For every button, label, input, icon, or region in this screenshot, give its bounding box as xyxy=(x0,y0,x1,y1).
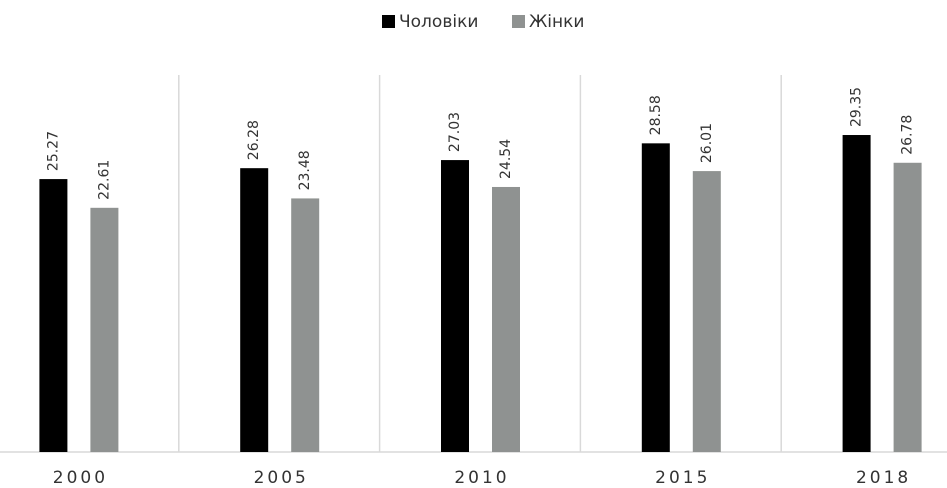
x-tick-label: 2005 xyxy=(254,468,309,488)
data-label: 24.54 xyxy=(498,139,514,179)
bar xyxy=(240,168,269,452)
data-label: 23.48 xyxy=(297,150,313,190)
bar xyxy=(291,198,320,452)
x-tick-label: 2010 xyxy=(454,468,509,488)
legend-swatch xyxy=(512,15,525,28)
x-tick-label: 2018 xyxy=(856,468,911,488)
data-label: 26.28 xyxy=(246,120,262,160)
bar xyxy=(441,160,469,453)
bar xyxy=(893,162,922,452)
x-tick-label: 2015 xyxy=(655,468,710,488)
bar xyxy=(692,171,721,453)
bar xyxy=(492,186,520,452)
bar xyxy=(641,143,670,452)
bar xyxy=(39,179,68,453)
bar xyxy=(90,207,119,452)
legend-label: Чоловіки xyxy=(399,12,478,32)
data-label: 22.61 xyxy=(96,160,112,200)
data-label: 28.58 xyxy=(648,95,664,135)
data-label: 26.01 xyxy=(699,123,715,163)
data-label: 25.27 xyxy=(45,131,61,171)
x-tick-label: 2000 xyxy=(53,468,108,488)
legend-label: Жінки xyxy=(529,12,584,32)
bar xyxy=(842,135,871,452)
data-label: 29.35 xyxy=(849,87,865,127)
legend-swatch xyxy=(382,15,395,28)
data-label: 27.03 xyxy=(447,112,463,152)
data-label: 26.78 xyxy=(900,115,916,155)
